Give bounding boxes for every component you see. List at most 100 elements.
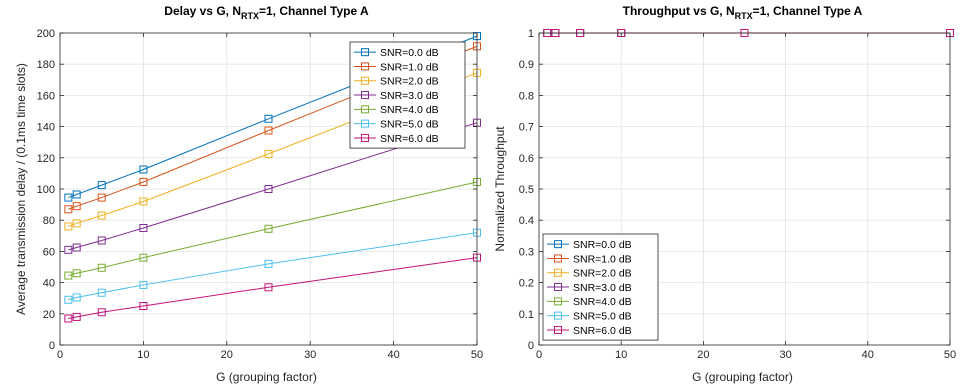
delay-data-point [139, 253, 148, 262]
delay-data-point [264, 114, 273, 123]
delay-data-point [139, 165, 148, 174]
delay-data-point [264, 126, 273, 135]
throughput-legend-item: SNR=0.0 dB [547, 239, 632, 251]
delay-series-line [68, 181, 478, 277]
delay-y-tick-label: 200 [37, 28, 55, 40]
delay-series-snr-6-0-db [64, 253, 481, 323]
delay-x-tick-label: 0 [57, 349, 63, 361]
delay-x-tick-label: 40 [387, 349, 399, 361]
delay-series-line [68, 232, 478, 301]
delay-y-tick-label: 0 [49, 340, 55, 352]
throughput-x-tick-label: 40 [862, 349, 874, 361]
delay-data-point [139, 302, 148, 310]
throughput-legend-label: SNR=4.0 dB [573, 296, 632, 308]
delay-legend-swatch-marker [361, 48, 369, 57]
delay-data-point [264, 224, 273, 233]
delay-legend-swatch-marker [361, 62, 369, 71]
delay-legend-swatch-marker [361, 76, 369, 85]
throughput-y-tick-label: 0.6 [519, 153, 534, 165]
delay-data-point [97, 288, 106, 297]
delay-data-point [64, 205, 73, 214]
delay-data-point [72, 243, 81, 252]
delay-y-tick-label: 120 [37, 153, 55, 165]
throughput-chart: Throughput vs G, NRTX=1, Channel Type A … [493, 4, 956, 384]
delay-data-point [139, 224, 148, 232]
throughput-x-tick-label: 30 [779, 349, 791, 361]
delay-data-point [72, 269, 81, 278]
delay-legend-swatch-marker [361, 105, 369, 114]
delay-data-point [64, 222, 73, 231]
delay-data-point [139, 177, 148, 186]
delay-series-line [68, 35, 478, 199]
throughput-x-tick-label: 0 [536, 349, 542, 361]
delay-legend-item: SNR=2.0 dB [354, 76, 439, 88]
delay-data-point [72, 202, 81, 211]
throughput-ticks: 0 10 20 30 40 50 0 0.1 0.2 0.3 0.4 0.5 0.6 0.7 0.8 0.9 1 [519, 28, 956, 361]
delay-legend-label: SNR=6.0 dB [380, 133, 439, 145]
delay-series-line [68, 45, 478, 210]
throughput-legend: SNR=0.0 dB SNR=1.0 dB SNR=2.0 dB SNR=3.0 dB… [542, 233, 659, 341]
delay-data-point [72, 293, 81, 302]
throughput-y-tick-label: 0.3 [519, 246, 534, 258]
delay-chart-title: Delay vs G, NRTX=1, Channel Type A [164, 4, 369, 21]
delay-legend: SNR=0.0 dB SNR=1.0 dB SNR=2.0 dB SNR=3.0 dB… [349, 41, 466, 149]
throughput-chart-title: Throughput vs G, NRTX=1, Channel Type A [623, 4, 863, 21]
throughput-y-tick-label: 0 [528, 340, 534, 352]
throughput-x-tick-label: 20 [697, 349, 709, 361]
delay-legend-item: SNR=0.0 dB [354, 47, 439, 59]
throughput-legend-label: SNR=2.0 dB [573, 268, 632, 280]
throughput-legend-item: SNR=5.0 dB [547, 310, 632, 322]
throughput-grid [539, 33, 950, 345]
delay-y-tick-label: 40 [43, 278, 55, 290]
delay-series-snr-2-0-db [64, 68, 481, 231]
delay-data-point [97, 211, 106, 220]
delay-data-point [139, 197, 148, 206]
throughput-y-tick-label: 0.4 [519, 215, 534, 227]
delay-legend-item: SNR=4.0 dB [354, 104, 439, 116]
throughput-legend-item: SNR=2.0 dB [547, 268, 632, 280]
delay-data-point [264, 259, 273, 268]
delay-legend-item: SNR=5.0 dB [354, 118, 439, 130]
delay-series-line [68, 122, 478, 251]
delay-y-tick-label: 20 [43, 309, 55, 321]
delay-data-point [72, 219, 81, 228]
delay-y-tick-label: 140 [37, 122, 55, 134]
throughput-y-tick-label: 0.1 [519, 309, 534, 321]
throughput-y-tick-label: 0.7 [519, 122, 534, 134]
delay-legend-label: SNR=1.0 dB [380, 61, 439, 73]
throughput-legend-label: SNR=1.0 dB [573, 253, 632, 265]
delay-legend-item: SNR=1.0 dB [354, 61, 439, 73]
delay-x-tick-label: 50 [471, 349, 483, 361]
throughput-y-tick-label: 0.5 [519, 184, 534, 196]
delay-legend-item: SNR=3.0 dB [354, 90, 439, 102]
delay-series-snr-5-0-db [64, 228, 481, 304]
delay-data-point [264, 185, 273, 193]
delay-data-point [64, 314, 73, 323]
throughput-legend-label: SNR=0.0 dB [573, 239, 632, 251]
delay-legend-swatch-marker [361, 91, 369, 100]
throughput-y-tick-label: 0.9 [519, 59, 534, 71]
delay-x-tick-label: 20 [221, 349, 233, 361]
delay-legend-swatch-marker [361, 133, 369, 142]
delay-y-tick-label: 60 [43, 246, 55, 258]
delay-data-point [97, 181, 106, 190]
delay-x-tick-label: 10 [137, 349, 149, 361]
throughput-legend-label: SNR=5.0 dB [573, 310, 632, 322]
delay-y-tick-label: 180 [37, 59, 55, 71]
delay-data-point [72, 312, 81, 321]
throughput-legend-label: SNR=3.0 dB [573, 282, 632, 294]
delay-data-point [139, 280, 148, 289]
delay-x-tick-label: 30 [304, 349, 316, 361]
throughput-legend-item: SNR=1.0 dB [547, 253, 632, 265]
delay-legend-label: SNR=0.0 dB [380, 47, 439, 59]
delay-legend-label: SNR=4.0 dB [380, 104, 439, 116]
delay-legend-label: SNR=2.0 dB [380, 76, 439, 88]
throughput-y-tick-label: 1 [528, 28, 534, 40]
delay-y-tick-label: 100 [37, 184, 55, 196]
delay-series-line [68, 72, 478, 227]
delay-legend-label: SNR=3.0 dB [380, 90, 439, 102]
delay-data-point [97, 193, 106, 202]
delay-legend-item: SNR=6.0 dB [354, 133, 439, 145]
throughput-legend-swatch-marker [554, 283, 562, 292]
